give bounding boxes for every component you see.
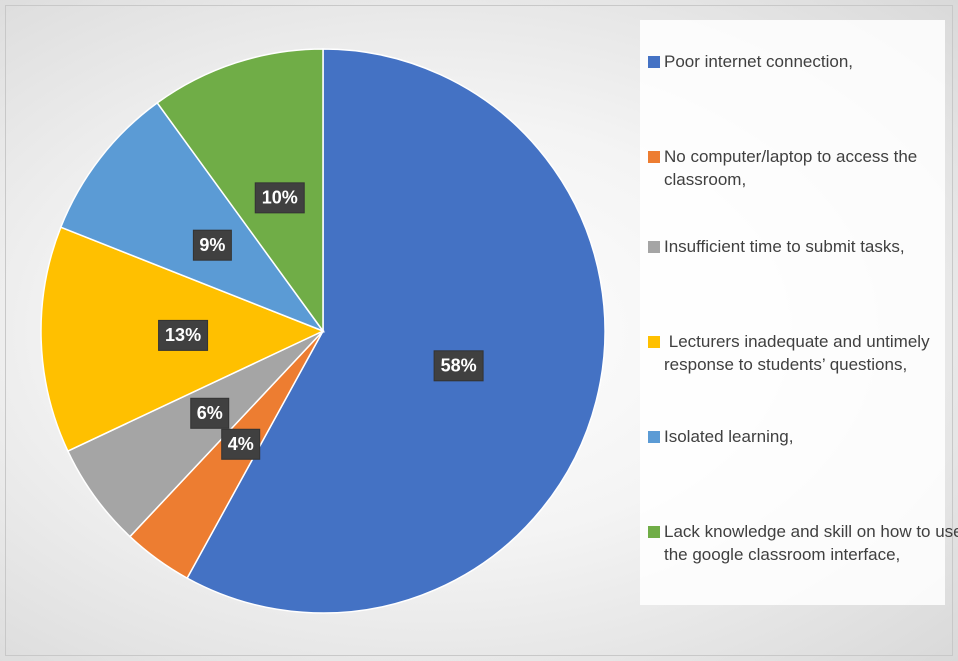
legend-label: Lack knowledge and skill on how to use t…: [664, 522, 958, 564]
data-label: 6%: [197, 403, 223, 423]
data-label-box: [221, 428, 261, 460]
data-label: 4%: [228, 434, 254, 454]
legend-item: Isolated learning,: [648, 425, 958, 448]
legend-label: Isolated learning,: [664, 427, 794, 446]
data-label-box: [254, 182, 305, 214]
pie-slice: [59, 101, 326, 333]
legend-label: Poor internet connection,: [664, 52, 854, 71]
data-label-box: [190, 397, 230, 429]
legend-swatch: [648, 431, 660, 443]
legend-swatch: [648, 151, 660, 163]
legend-item: Insufficient time to submit tasks,: [648, 235, 958, 258]
data-label: 10%: [262, 188, 298, 208]
data-label-box: [192, 229, 232, 261]
legend-label: No computer/laptop to access the classro…: [664, 147, 922, 189]
chart-frame: [5, 5, 953, 656]
legend-swatch: [648, 56, 660, 68]
legend-swatch: [648, 336, 660, 348]
pie-slice: [186, 48, 606, 614]
legend-swatch: [648, 241, 660, 253]
legend-item: Lack knowledge and skill on how to use t…: [648, 520, 958, 566]
legend-swatch: [648, 526, 660, 538]
legend: Poor internet connection, No computer/lap…: [640, 20, 958, 605]
legend-item: Poor internet connection,: [648, 50, 958, 73]
legend-label: Lecturers inadequate and untimely respon…: [664, 332, 935, 374]
data-label-box: [433, 350, 484, 382]
data-label: 58%: [441, 356, 477, 376]
pie-slice: [156, 48, 324, 334]
data-label: 9%: [199, 235, 225, 255]
data-label: 13%: [165, 325, 201, 345]
legend-item: Lecturers inadequate and untimely respon…: [648, 330, 958, 376]
legend-label: Insufficient time to submit tasks,: [664, 237, 905, 256]
legend-item: No computer/laptop to access the classro…: [648, 145, 958, 191]
data-label-box: [158, 319, 209, 351]
